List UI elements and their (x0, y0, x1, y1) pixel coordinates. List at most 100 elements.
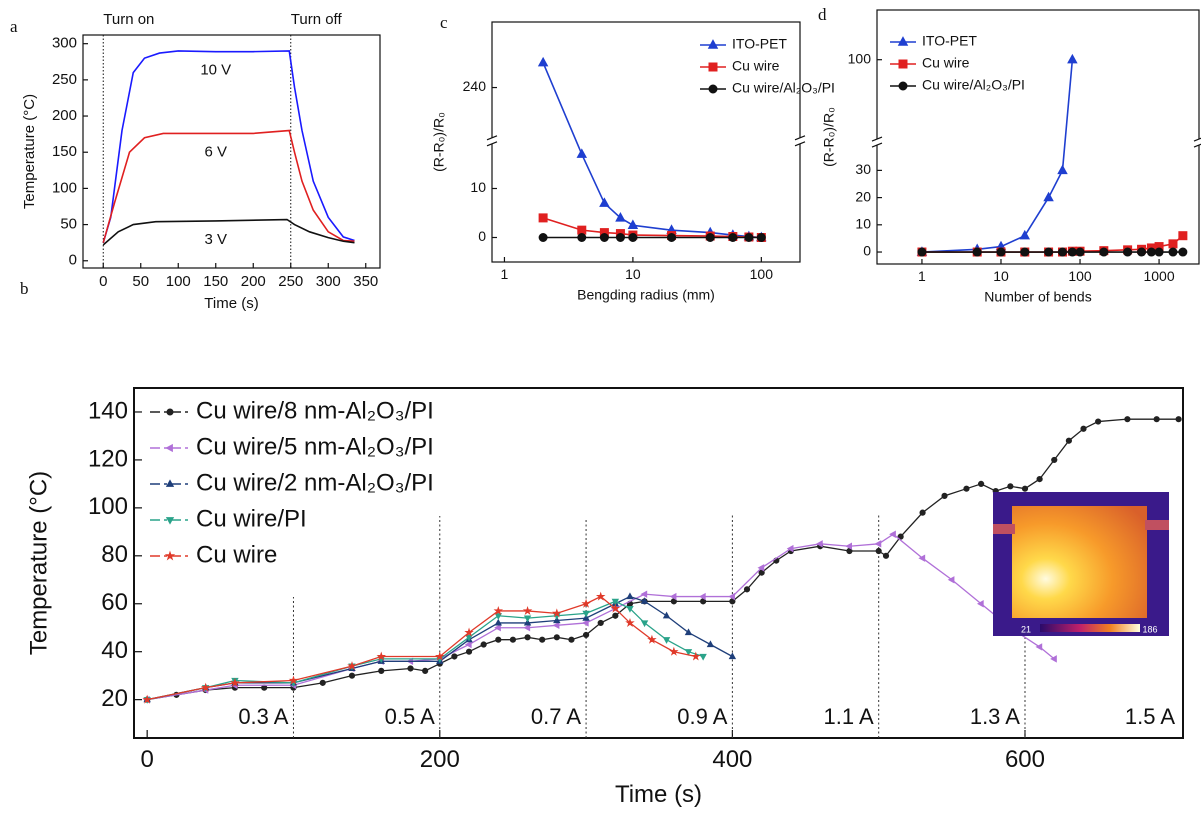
y-tick-label: 50 (60, 216, 77, 233)
marker (1057, 164, 1068, 175)
y-tick-label: 200 (52, 107, 77, 124)
marker (524, 634, 531, 641)
marker (1051, 456, 1058, 464)
x-tick-label: 1 (501, 266, 509, 282)
plot-frame (876, 9, 1200, 265)
marker (1146, 247, 1156, 257)
x-tick-label: 350 (353, 273, 378, 290)
current-label: 0.7 A (531, 704, 581, 729)
marker (1021, 485, 1029, 492)
x-axis-label: Bengding radius (mm) (577, 286, 715, 302)
marker (625, 617, 635, 627)
y-axis-label: Temperature (°C) (21, 94, 38, 209)
inset-scale-label: 21 (1021, 624, 1031, 634)
marker (464, 627, 474, 637)
legend-label: Cu wire/5 nm-Al₂O₃/PI (196, 433, 434, 460)
marker (626, 592, 634, 600)
marker (465, 634, 473, 642)
series-line (102, 50, 355, 243)
marker (319, 679, 326, 686)
marker (523, 618, 532, 626)
marker (576, 148, 588, 158)
marker (744, 233, 754, 242)
marker (610, 603, 621, 613)
marker (1137, 247, 1147, 257)
legend-marker (165, 517, 175, 525)
x-tick-label: 200 (241, 273, 266, 290)
marker (577, 233, 587, 242)
marker (640, 620, 649, 628)
plot-frame (133, 387, 1184, 739)
y-tick-label: 30 (855, 161, 871, 177)
current-label: 0.9 A (677, 704, 727, 729)
marker (539, 636, 546, 643)
axis-break-mark (794, 135, 806, 141)
current-label: 1.3 A (970, 704, 1020, 729)
y-tick-label: 100 (848, 50, 872, 66)
legend-marker (708, 62, 718, 72)
marker (553, 616, 561, 624)
marker (1123, 247, 1133, 257)
x-tick-label: 1000 (1143, 268, 1174, 284)
x-tick-label: 10 (993, 268, 1009, 284)
legend-label: Cu wire/Al₂O₃/PI (732, 80, 835, 96)
marker (142, 694, 152, 704)
axis-break-mark (871, 136, 883, 142)
marker (1020, 247, 1030, 257)
marker (684, 649, 693, 656)
marker (786, 544, 794, 553)
marker (407, 665, 414, 672)
marker (918, 554, 926, 562)
marker (947, 576, 955, 584)
marker (435, 651, 445, 661)
marker (996, 247, 1006, 257)
axis-break-gap (797, 137, 803, 144)
marker (743, 586, 751, 593)
marker (581, 598, 591, 608)
marker (889, 530, 896, 538)
marker (1080, 425, 1087, 432)
legend-marker (166, 408, 174, 416)
marker (552, 608, 562, 618)
marker (1067, 53, 1078, 64)
marker (662, 637, 671, 644)
marker (919, 509, 926, 516)
marker (647, 634, 657, 644)
series-label: 10 V (200, 62, 231, 79)
x-axis-label: Time (s) (615, 781, 702, 808)
marker (1019, 229, 1031, 240)
x-tick-label: 10 (625, 266, 641, 282)
marker (669, 646, 679, 656)
marker (699, 653, 707, 661)
marker (480, 641, 487, 648)
axis-break-mark (794, 141, 806, 147)
marker (581, 619, 589, 627)
axis-break-mark (871, 142, 883, 148)
marker (728, 233, 738, 242)
x-tick-label: 100 (166, 273, 191, 290)
marker (1065, 437, 1072, 444)
inset-scale-label: 186 (1142, 624, 1157, 634)
x-tick-label: 250 (278, 273, 303, 290)
marker (348, 672, 356, 679)
marker (599, 197, 610, 207)
marker (874, 540, 882, 548)
y-tick-label: 80 (101, 541, 128, 568)
x-axis-label: Time (s) (204, 295, 258, 312)
axis-break-mark (1193, 137, 1201, 142)
x-tick-label: 300 (316, 273, 341, 290)
marker (577, 225, 587, 235)
marker (1050, 655, 1057, 663)
marker (628, 233, 638, 242)
plot-frame (82, 34, 381, 269)
marker (537, 56, 549, 67)
marker (347, 661, 357, 671)
marker (897, 533, 904, 540)
marker (640, 590, 648, 598)
legend-marker (164, 550, 176, 561)
marker (1007, 483, 1014, 490)
marker (378, 667, 385, 674)
y-tick-label: 140 (88, 397, 128, 424)
marker (495, 636, 502, 643)
marker (882, 552, 890, 559)
